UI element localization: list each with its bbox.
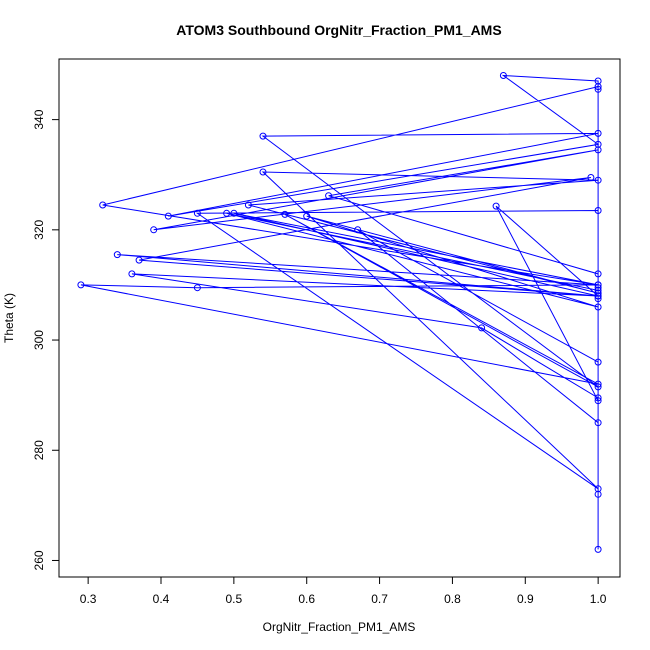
y-tick-label: 340 (32, 109, 46, 129)
data-point (135, 256, 143, 264)
data-point (594, 85, 602, 93)
data-point (594, 129, 602, 137)
x-axis-label: OrgNitr_Fraction_PM1_AMS (263, 620, 416, 634)
series-line (80, 74, 600, 550)
y-tick-label: 300 (32, 330, 46, 350)
data-point (587, 174, 595, 181)
data-point (594, 485, 602, 493)
x-tick-label: 0.3 (80, 592, 97, 606)
data-point (354, 226, 362, 234)
x-tick-label: 0.7 (371, 592, 388, 606)
data-point (594, 394, 602, 402)
y-axis-label: Theta (K) (2, 293, 16, 343)
data-point (230, 209, 238, 217)
data-point (193, 209, 201, 217)
plot-frame (58, 58, 621, 578)
x-tick-label: 0.6 (298, 592, 315, 606)
y-axis: 260 280 300 320 340 (32, 109, 60, 570)
x-tick-label: 1.0 (590, 592, 607, 606)
data-point (223, 209, 231, 217)
data-point (594, 397, 602, 405)
data-point (492, 202, 500, 210)
chart-title: ATOM3 Southbound OrgNitr_Fraction_PM1_AM… (176, 22, 501, 38)
data-point (244, 201, 252, 209)
data-point (594, 380, 602, 388)
data-point (281, 210, 289, 218)
data-point (594, 176, 602, 184)
data-point (594, 292, 602, 300)
data-point (594, 270, 602, 278)
data-point (303, 212, 311, 220)
data-point (594, 358, 602, 366)
data-point (594, 383, 602, 391)
data-point (594, 77, 602, 85)
data-point (478, 324, 486, 332)
x-axis: 0.3 0.4 0.5 0.6 0.7 0.8 0.9 1.0 (80, 576, 607, 606)
data-point (150, 226, 158, 234)
data-point (594, 545, 602, 553)
data-point (193, 284, 201, 292)
data-point (164, 212, 172, 220)
x-tick-label: 0.5 (226, 592, 243, 606)
x-tick-label: 0.9 (517, 592, 534, 606)
data-point (113, 251, 121, 259)
data-point (594, 207, 602, 214)
data-point (499, 72, 507, 79)
data-point (594, 146, 602, 154)
data-point (325, 192, 333, 200)
y-tick-label: 260 (32, 550, 46, 570)
y-tick-label: 320 (32, 219, 46, 239)
data-layer (77, 72, 602, 553)
data-point (128, 270, 136, 278)
data-point (594, 419, 602, 427)
x-tick-label: 0.4 (153, 592, 170, 606)
x-tick-label: 0.8 (444, 592, 461, 606)
data-point (99, 201, 107, 209)
y-tick-label: 280 (32, 440, 46, 460)
data-point (594, 303, 602, 311)
data-point (77, 281, 85, 289)
data-point (259, 168, 267, 176)
data-point (259, 132, 267, 140)
data-point (594, 295, 602, 303)
